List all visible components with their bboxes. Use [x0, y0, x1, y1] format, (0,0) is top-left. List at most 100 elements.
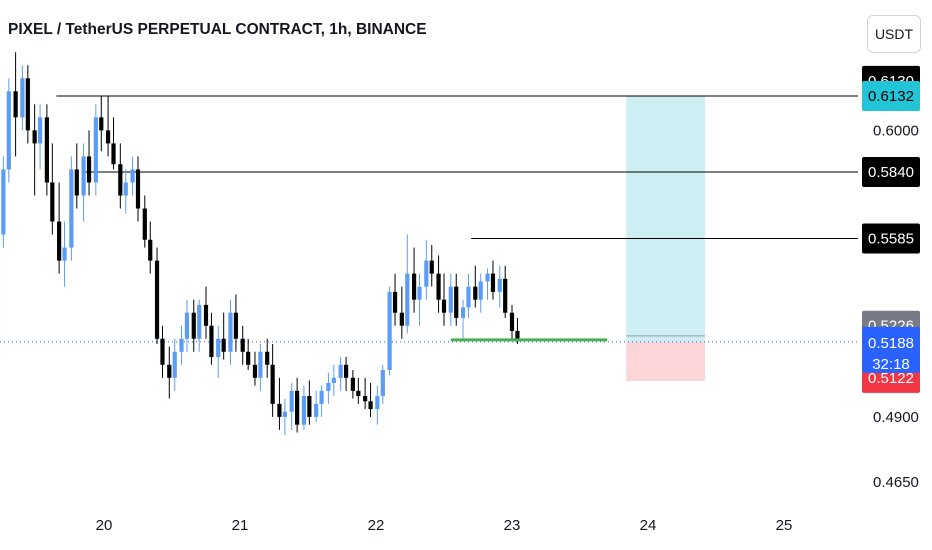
candle-body	[473, 286, 478, 300]
candle	[326, 372, 331, 404]
y-tick-label: 0.4900	[873, 409, 919, 426]
candle	[490, 260, 496, 300]
candle	[135, 156, 141, 222]
candle-body	[6, 91, 11, 170]
candle-body	[368, 401, 373, 410]
candle	[50, 143, 55, 235]
x-tick-label: 24	[640, 517, 657, 534]
candle	[350, 370, 355, 399]
candle	[154, 247, 160, 344]
stop-zone[interactable]	[626, 341, 706, 382]
candle-body	[497, 278, 502, 292]
candle-body	[20, 78, 25, 118]
x-tick-label: 21	[232, 517, 249, 534]
current-price-tag	[862, 326, 920, 373]
candle-body	[289, 390, 294, 412]
candle	[258, 343, 263, 391]
candle	[86, 130, 92, 196]
candle	[503, 265, 508, 318]
candle	[392, 273, 398, 326]
candle	[356, 377, 361, 404]
candle-body	[233, 312, 239, 339]
candle	[478, 273, 483, 313]
candle	[1, 156, 6, 248]
price-tag-label: 0.5840	[868, 164, 914, 181]
candle-body	[503, 278, 508, 313]
candle	[429, 244, 434, 287]
candle-body	[411, 273, 417, 300]
x-tick-label: 22	[368, 517, 385, 534]
candle	[314, 390, 319, 423]
currency-button[interactable]: USDT	[867, 15, 921, 53]
candle	[497, 265, 502, 308]
candle-body	[265, 351, 270, 365]
candle-body	[74, 169, 79, 196]
candle-body	[99, 117, 104, 131]
candle-body	[37, 117, 43, 144]
candle-body	[228, 312, 233, 352]
candle-body	[221, 338, 226, 352]
candle	[405, 234, 410, 334]
candle	[441, 273, 447, 326]
candle	[209, 312, 214, 365]
candle-body	[167, 364, 172, 378]
candle-body	[363, 396, 368, 402]
candle-body	[172, 351, 177, 378]
candle-body	[111, 143, 116, 165]
candle	[216, 325, 221, 378]
candle	[32, 104, 37, 196]
candle	[240, 325, 245, 365]
candle	[25, 65, 30, 144]
candle-body	[424, 260, 429, 287]
candle	[118, 143, 123, 209]
candle-body	[123, 182, 128, 196]
candle-body	[301, 396, 307, 425]
candle	[277, 377, 282, 430]
candle-body	[515, 330, 520, 339]
candle-body	[282, 411, 287, 417]
target-zone[interactable]	[626, 96, 706, 342]
candle-body	[81, 156, 86, 196]
countdown-label: 32:18	[872, 356, 910, 373]
candle-body	[478, 281, 483, 300]
candle	[380, 364, 385, 404]
candle	[74, 143, 79, 209]
candle	[203, 286, 209, 339]
candle-body	[417, 286, 422, 300]
candle	[485, 268, 490, 300]
candle-body	[57, 221, 62, 261]
candle-body	[338, 364, 343, 378]
candle-body	[350, 377, 355, 391]
candle	[69, 156, 74, 261]
candle	[436, 255, 441, 313]
candle	[282, 398, 287, 436]
x-tick-label: 20	[96, 517, 113, 534]
candle	[184, 299, 190, 352]
candle	[123, 169, 128, 214]
candle	[99, 96, 104, 152]
candle	[387, 286, 392, 376]
candle	[289, 383, 294, 430]
candle-body	[454, 286, 459, 318]
candle	[448, 273, 453, 326]
candle	[368, 383, 373, 417]
candle-body	[50, 182, 55, 222]
candle-body	[399, 312, 404, 326]
candle-body	[429, 260, 434, 274]
candle-body	[356, 390, 361, 397]
candle	[454, 273, 459, 326]
candle	[179, 325, 184, 365]
candle-body	[387, 291, 392, 371]
candle	[252, 351, 258, 386]
candle-body	[466, 286, 471, 308]
candle	[172, 338, 177, 391]
candle	[307, 380, 312, 425]
candle	[246, 338, 251, 371]
candle	[417, 273, 422, 326]
chart-title: PIXEL / TetherUS PERPETUAL CONTRACT, 1h,…	[8, 21, 427, 38]
candle	[460, 299, 466, 339]
candle-body	[448, 286, 453, 313]
candle-body	[277, 403, 282, 417]
candle-body	[25, 78, 30, 131]
